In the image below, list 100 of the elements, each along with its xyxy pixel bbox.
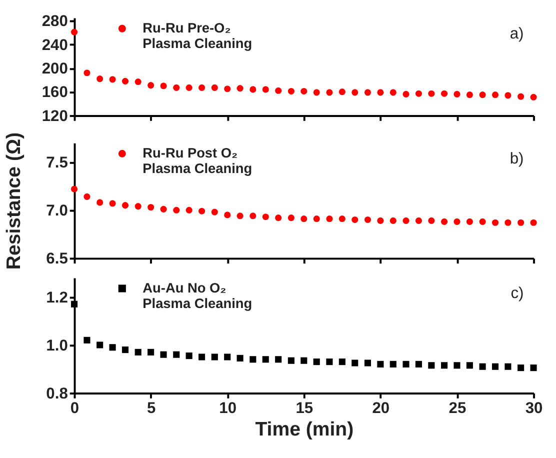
y-tick-label: 160 [42, 84, 68, 102]
point [288, 357, 294, 364]
point [518, 93, 524, 100]
point [352, 360, 358, 366]
point [338, 216, 346, 222]
point [530, 94, 537, 100]
point [530, 219, 537, 226]
point [173, 206, 180, 214]
point [352, 216, 358, 224]
point [134, 78, 142, 86]
point [122, 202, 129, 209]
point [236, 85, 244, 92]
point [518, 219, 524, 226]
x-tick-label: 0 [70, 400, 80, 418]
x-tick-label: 15 [296, 400, 314, 418]
point [160, 351, 167, 358]
legend-label: Au-Au No O₂ Plasma Cleaning [142, 280, 252, 312]
point [364, 216, 372, 224]
x-tick-label: 25 [448, 400, 466, 418]
point [160, 206, 167, 212]
y-tick-label: 0.8 [46, 385, 68, 402]
point [288, 88, 294, 95]
point [211, 208, 218, 216]
point [479, 363, 486, 370]
y-tick-label: 200 [42, 60, 68, 78]
point [84, 70, 90, 76]
point [466, 92, 473, 98]
point [504, 92, 512, 99]
point [262, 214, 269, 220]
point [84, 336, 90, 344]
point [250, 86, 256, 93]
point [288, 214, 294, 222]
y-tick-label: 7.5 [46, 154, 68, 172]
point [148, 348, 154, 356]
point [96, 342, 104, 348]
x-tick-label: 30 [525, 400, 544, 418]
point [262, 86, 269, 93]
point [173, 351, 180, 358]
point [326, 89, 333, 96]
y-tick-label: 6.5 [46, 250, 68, 268]
point [504, 219, 512, 226]
point [134, 203, 142, 210]
point [428, 217, 435, 224]
point [250, 356, 256, 363]
point [479, 92, 486, 98]
point [275, 87, 282, 94]
point [186, 84, 192, 91]
point [70, 300, 78, 308]
point [454, 218, 460, 225]
point [390, 89, 396, 96]
point [402, 90, 410, 98]
annotation: c) [510, 285, 524, 302]
point [518, 364, 524, 372]
point [492, 363, 499, 370]
y-tick-label: 120 [42, 108, 68, 125]
point [122, 346, 129, 354]
point [415, 90, 422, 97]
point [148, 82, 154, 89]
point [109, 344, 116, 351]
point [326, 216, 333, 222]
point [504, 363, 512, 370]
point [236, 212, 244, 220]
point [313, 216, 320, 222]
point [364, 89, 372, 96]
legend-label: Ru-Ru Post O₂ Plasma Cleaning [142, 146, 252, 176]
point [262, 356, 269, 363]
point [224, 86, 231, 92]
point [198, 208, 206, 214]
point [96, 199, 104, 206]
point [377, 89, 384, 96]
point [530, 364, 537, 372]
point [415, 360, 422, 368]
y-tick-label: 7.0 [46, 202, 68, 220]
point [96, 76, 104, 82]
point [211, 354, 218, 360]
point [402, 360, 410, 368]
point [224, 212, 231, 218]
point [377, 217, 384, 224]
point [352, 89, 358, 96]
point [338, 358, 346, 366]
point [275, 356, 282, 363]
point [466, 362, 473, 369]
point [148, 204, 154, 211]
point [109, 76, 116, 83]
point [198, 84, 206, 91]
point [364, 360, 372, 366]
point [313, 89, 320, 96]
annotation: a) [510, 25, 524, 42]
point [160, 82, 167, 90]
point [84, 193, 90, 200]
y-axis-title: Resistance (Ω) [3, 132, 26, 270]
point [428, 90, 435, 97]
point [70, 186, 78, 192]
point [441, 362, 448, 369]
point [338, 88, 346, 96]
point [479, 218, 486, 225]
point [122, 78, 129, 84]
point [390, 360, 396, 368]
point [428, 362, 435, 369]
point [250, 212, 256, 220]
